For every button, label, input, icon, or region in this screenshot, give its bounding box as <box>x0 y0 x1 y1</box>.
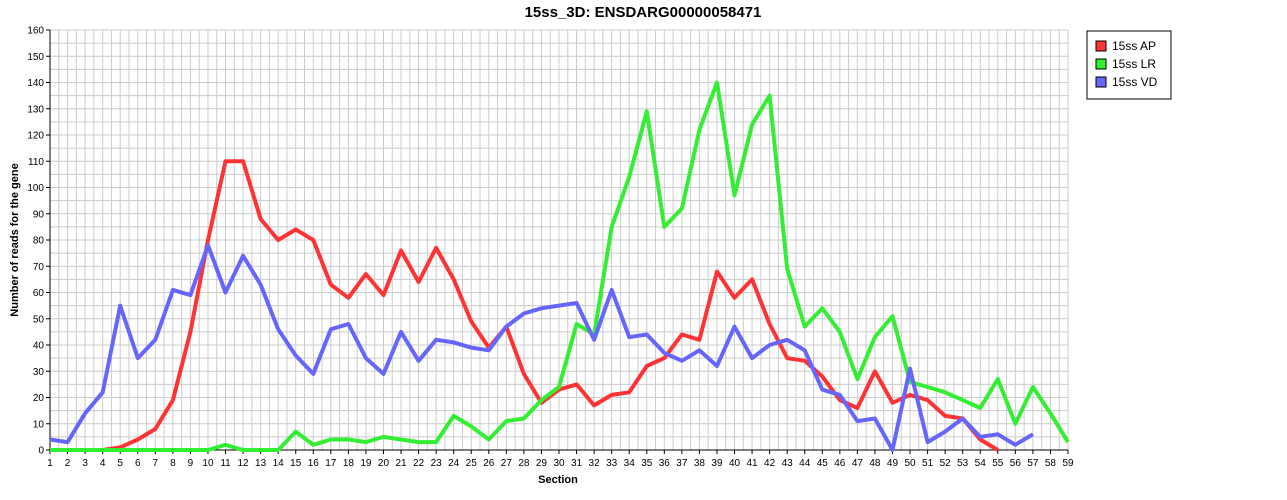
legend-swatch <box>1095 40 1107 52</box>
x-tick-label: 54 <box>975 458 987 469</box>
x-tick-label: 56 <box>1010 458 1022 469</box>
x-tick-label: 32 <box>589 458 601 469</box>
x-tick-label: 53 <box>957 458 969 469</box>
x-tick-label: 5 <box>117 458 123 469</box>
x-tick-label: 20 <box>378 458 390 469</box>
x-tick-label: 49 <box>887 458 899 469</box>
y-tick-label: 0 <box>38 446 44 457</box>
y-tick-label: 60 <box>33 288 45 299</box>
y-tick-label: 120 <box>27 131 44 142</box>
x-tick-label: 18 <box>343 458 355 469</box>
legend-swatch <box>1095 58 1107 70</box>
x-tick-label: 11 <box>220 458 231 469</box>
series-lines <box>49 80 1070 452</box>
x-tick-label: 55 <box>992 458 1004 469</box>
y-tick-label: 50 <box>33 314 45 325</box>
y-tick-label: 130 <box>27 104 44 115</box>
y-tick-label: 150 <box>27 52 44 63</box>
y-tick-label: 110 <box>28 157 44 168</box>
x-tick-label: 8 <box>170 458 176 469</box>
x-tick-label: 48 <box>869 458 881 469</box>
x-ticks: 1 2 3 4 5 6 7 8 9 10 11 12 13 14 15 16 17 18 19 20 21 22 23 24 2… <box>47 450 1074 469</box>
chart-title: 15ss_3D: ENSDARG00000058471 <box>525 4 762 21</box>
x-tick-label: 13 <box>255 458 267 469</box>
x-tick-label: 58 <box>1045 458 1057 469</box>
x-tick-label: 16 <box>308 458 320 469</box>
x-tick-label: 43 <box>782 458 794 469</box>
x-tick-label: 46 <box>834 458 846 469</box>
x-tick-label: 27 <box>501 458 513 469</box>
legend-label: 15ss VD <box>1112 75 1158 89</box>
y-tick-label: 30 <box>33 367 45 378</box>
x-tick-label: 1 <box>47 458 53 469</box>
x-tick-label: 47 <box>852 458 864 469</box>
x-tick-label: 40 <box>729 458 741 469</box>
series-line-15ss-vd <box>49 243 1034 452</box>
x-tick-label: 4 <box>100 458 106 469</box>
x-tick-label: 57 <box>1027 458 1039 469</box>
x-tick-label: 29 <box>536 458 548 469</box>
x-tick-label: 59 <box>1062 458 1074 469</box>
series-line-15ss-lr <box>50 80 1070 452</box>
y-tick-label: 80 <box>33 236 45 247</box>
x-tick-label: 9 <box>188 458 194 469</box>
y-tick-label: 140 <box>27 78 44 89</box>
x-tick-label: 19 <box>360 458 372 469</box>
x-tick-label: 17 <box>325 458 337 469</box>
legend-label: 15ss AP <box>1112 39 1156 53</box>
x-tick-label: 37 <box>676 458 688 469</box>
x-tick-label: 22 <box>413 458 425 469</box>
legend-label: 15ss LR <box>1112 57 1156 71</box>
x-tick-label: 31 <box>571 458 583 469</box>
x-tick-label: 42 <box>764 458 776 469</box>
y-tick-label: 70 <box>33 262 45 273</box>
x-tick-label: 39 <box>711 458 723 469</box>
x-tick-label: 28 <box>518 458 530 469</box>
x-tick-label: 15 <box>290 458 302 469</box>
x-tick-label: 52 <box>940 458 952 469</box>
x-tick-label: 6 <box>135 458 141 469</box>
y-tick-label: 90 <box>33 209 45 220</box>
x-tick-label: 2 <box>65 458 71 469</box>
y-tick-label: 100 <box>27 183 44 194</box>
x-tick-label: 3 <box>82 458 88 469</box>
x-tick-label: 10 <box>202 458 214 469</box>
y-tick-label: 40 <box>33 341 45 352</box>
x-tick-label: 45 <box>817 458 829 469</box>
x-tick-label: 14 <box>273 458 285 469</box>
x-tick-label: 34 <box>624 458 636 469</box>
legend-swatch <box>1095 76 1107 88</box>
x-tick-label: 12 <box>238 458 250 469</box>
x-tick-label: 36 <box>659 458 671 469</box>
x-tick-label: 51 <box>922 458 934 469</box>
legend: 15ss AP 15ss LR 15ss VD <box>1086 30 1172 100</box>
series-line-15ss-ap <box>50 159 999 452</box>
x-tick-label: 50 <box>904 458 916 469</box>
x-tick-label: 24 <box>448 458 460 469</box>
horizontal-grid <box>50 29 1068 451</box>
x-tick-label: 21 <box>395 458 407 469</box>
y-tick-label: 160 <box>27 26 44 37</box>
x-tick-label: 41 <box>747 458 759 469</box>
x-tick-label: 23 <box>431 458 443 469</box>
y-tick-label: 20 <box>33 393 45 404</box>
x-tick-label: 26 <box>483 458 495 469</box>
x-tick-label: 44 <box>799 458 811 469</box>
x-tick-label: 30 <box>553 458 565 469</box>
x-tick-label: 35 <box>641 458 653 469</box>
y-axis-label: Number of reads for the gene <box>9 163 21 316</box>
plot-area: 0102030405060708090100110120130140150160… <box>27 26 1074 470</box>
y-ticks: 0 10 20 30 40 50 60 70 80 90 100 110 120 130 140 150 160 <box>27 26 50 457</box>
x-tick-label: 33 <box>606 458 618 469</box>
x-tick-label: 25 <box>466 458 478 469</box>
y-tick-label: 10 <box>33 419 45 430</box>
x-tick-label: 38 <box>694 458 706 469</box>
x-tick-label: 7 <box>153 458 159 469</box>
x-axis-label: Section <box>538 474 578 486</box>
